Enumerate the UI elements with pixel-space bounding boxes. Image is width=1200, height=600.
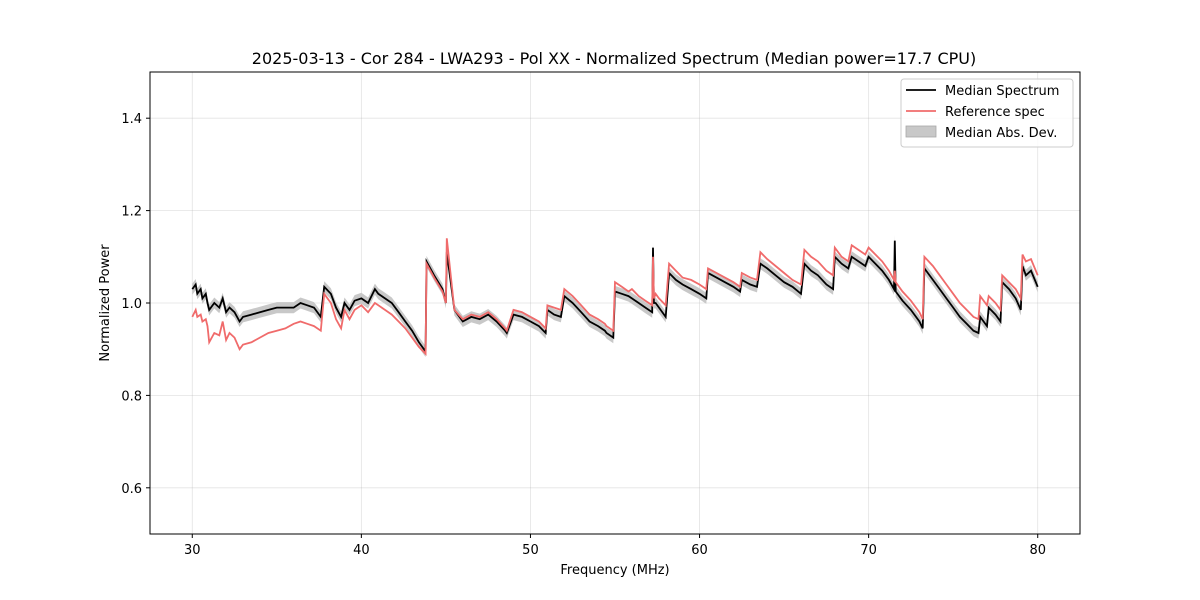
legend: Median Spectrum Reference spec Median Ab… bbox=[900, 78, 1074, 148]
y-tick-label: 1.0 bbox=[121, 297, 142, 312]
y-tick-label: 0.8 bbox=[121, 389, 142, 404]
reference-spec-line bbox=[191, 238, 1039, 356]
x-axis-label: Frequency (MHz) bbox=[560, 563, 669, 578]
legend-box bbox=[900, 78, 1074, 148]
x-tick-label: 80 bbox=[1029, 543, 1046, 558]
x-tick-label: 70 bbox=[860, 543, 877, 558]
legend-label-mad: Median Abs. Dev. bbox=[945, 126, 1057, 141]
y-tick-label: 1.4 bbox=[121, 112, 142, 127]
y-tick-label: 1.2 bbox=[121, 205, 142, 220]
x-tick-label: 60 bbox=[691, 543, 708, 558]
x-tick-label: 30 bbox=[184, 543, 201, 558]
y-tick-label: 0.6 bbox=[121, 482, 142, 497]
x-tick-label: 50 bbox=[522, 543, 539, 558]
x-ticks: 30 40 50 60 70 80 bbox=[184, 534, 1046, 558]
legend-label-reference: Reference spec bbox=[945, 105, 1045, 120]
y-ticks: 0.6 0.8 1.0 1.2 1.4 bbox=[121, 112, 150, 497]
x-tick-label: 40 bbox=[353, 543, 370, 558]
legend-label-median: Median Spectrum bbox=[945, 84, 1059, 99]
median-spectrum-line bbox=[191, 240, 1039, 355]
legend-swatch-mad bbox=[905, 125, 937, 138]
chart-title: 2025-03-13 - Cor 284 - LWA293 - Pol XX -… bbox=[252, 49, 976, 68]
plot-area bbox=[191, 235, 1039, 358]
y-axis-label: Normalized Power bbox=[98, 244, 113, 362]
